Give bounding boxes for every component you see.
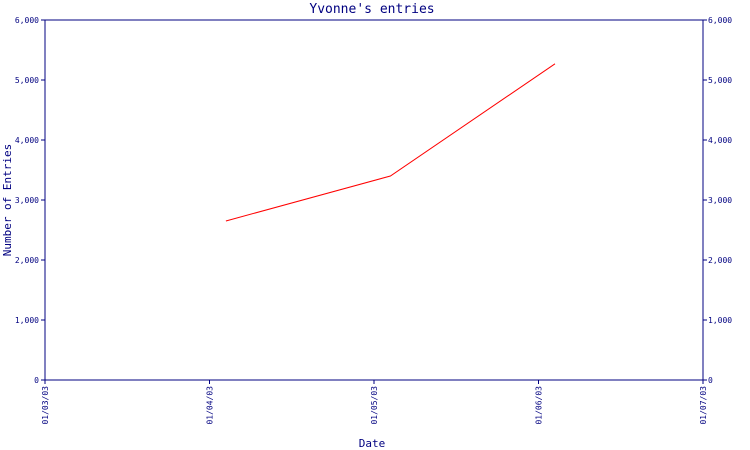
left-y-axis: 0 1,000 2,000 3,000 4,000 5,000 6,000 xyxy=(15,16,45,385)
y-tick-label-left: 2,000 xyxy=(15,256,39,265)
right-y-axis: 0 1,000 2,000 3,000 4,000 5,000 6,000 xyxy=(703,16,732,385)
y-tick-label-left: 5,000 xyxy=(15,76,39,85)
x-tick-label: 01/05/03 xyxy=(370,386,379,425)
y-tick-label-left: 6,000 xyxy=(15,16,39,25)
y-tick-label-left: 3,000 xyxy=(15,196,39,205)
x-tick-label: 01/06/03 xyxy=(535,386,544,425)
y-tick-label-right: 5,000 xyxy=(708,76,732,85)
x-tick-label: 01/07/03 xyxy=(699,386,708,425)
y-tick-label-right: 1,000 xyxy=(708,316,732,325)
chart-title: Yvonne's entries xyxy=(309,2,434,17)
y-tick-label-right: 2,000 xyxy=(708,256,732,265)
x-tick-label: 01/03/03 xyxy=(41,386,50,425)
y-tick-label-left: 4,000 xyxy=(15,136,39,145)
x-axis: 01/03/03 01/04/03 01/05/03 01/06/03 01/07/03 xyxy=(41,380,708,425)
series-line xyxy=(225,63,556,222)
y-tick-label-left: 1,000 xyxy=(15,316,39,325)
plot-frame xyxy=(44,19,704,381)
y-tick-label-right: 4,000 xyxy=(708,136,732,145)
y-tick-label-right: 3,000 xyxy=(708,196,732,205)
series-layer xyxy=(225,63,556,222)
y-tick-label-left: 0 xyxy=(34,376,39,385)
x-tick-label: 01/04/03 xyxy=(206,386,215,425)
y-tick-label-right: 6,000 xyxy=(708,16,732,25)
y-axis-title: Number of Entries xyxy=(1,144,14,257)
x-axis-title: Date xyxy=(359,437,386,450)
y-tick-label-right: 0 xyxy=(708,376,713,385)
